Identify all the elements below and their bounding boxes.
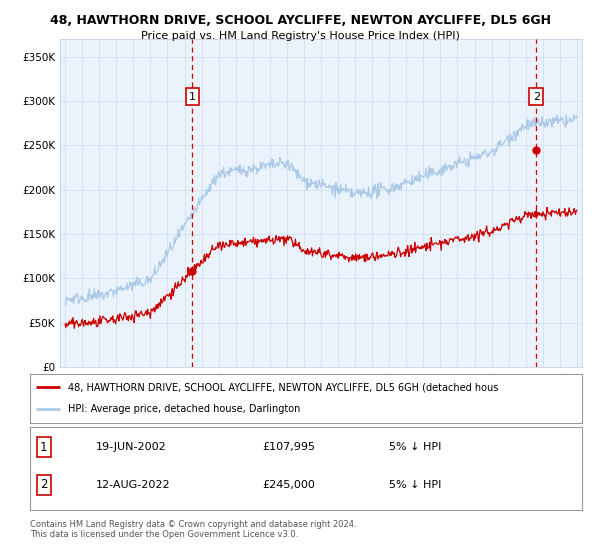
Text: 5% ↓ HPI: 5% ↓ HPI: [389, 480, 441, 490]
Text: 5% ↓ HPI: 5% ↓ HPI: [389, 442, 441, 452]
Text: 48, HAWTHORN DRIVE, SCHOOL AYCLIFFE, NEWTON AYCLIFFE, DL5 6GH (detached hous: 48, HAWTHORN DRIVE, SCHOOL AYCLIFFE, NEW…: [68, 382, 498, 393]
Text: 1: 1: [40, 441, 47, 454]
Text: Price paid vs. HM Land Registry's House Price Index (HPI): Price paid vs. HM Land Registry's House …: [140, 31, 460, 41]
Text: 48, HAWTHORN DRIVE, SCHOOL AYCLIFFE, NEWTON AYCLIFFE, DL5 6GH: 48, HAWTHORN DRIVE, SCHOOL AYCLIFFE, NEW…: [49, 14, 551, 27]
Text: £107,995: £107,995: [262, 442, 315, 452]
Text: HPI: Average price, detached house, Darlington: HPI: Average price, detached house, Darl…: [68, 404, 300, 414]
Text: 2: 2: [533, 92, 540, 102]
Text: 2: 2: [40, 478, 47, 491]
Text: 1: 1: [189, 92, 196, 102]
Text: £245,000: £245,000: [262, 480, 315, 490]
Text: Contains HM Land Registry data © Crown copyright and database right 2024.
This d: Contains HM Land Registry data © Crown c…: [30, 520, 356, 539]
Text: 12-AUG-2022: 12-AUG-2022: [96, 480, 171, 490]
Text: 19-JUN-2002: 19-JUN-2002: [96, 442, 167, 452]
